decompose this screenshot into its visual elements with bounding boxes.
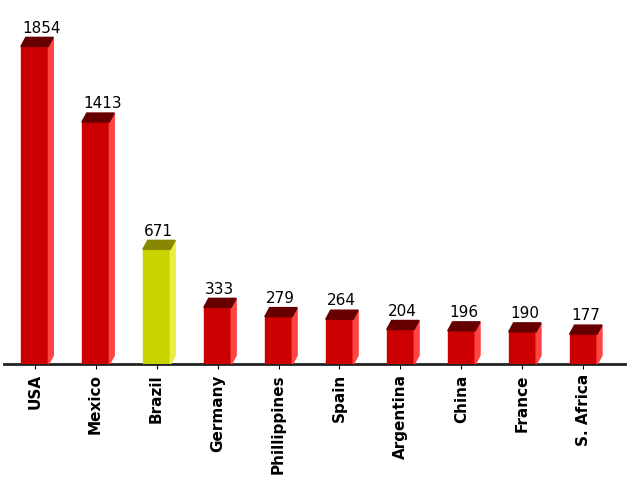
- Polygon shape: [48, 37, 53, 365]
- Bar: [326, 319, 353, 365]
- Bar: [448, 331, 475, 365]
- Polygon shape: [231, 298, 236, 365]
- Polygon shape: [21, 37, 53, 46]
- Polygon shape: [82, 113, 114, 122]
- Text: 177: 177: [571, 308, 599, 324]
- Bar: [204, 307, 231, 365]
- Polygon shape: [414, 320, 419, 365]
- Polygon shape: [475, 322, 480, 365]
- Text: 190: 190: [510, 306, 539, 321]
- Polygon shape: [387, 320, 419, 329]
- Polygon shape: [109, 113, 114, 365]
- Text: 196: 196: [449, 305, 478, 320]
- Polygon shape: [204, 298, 236, 307]
- Polygon shape: [509, 323, 541, 332]
- Polygon shape: [536, 323, 541, 365]
- Polygon shape: [170, 240, 175, 365]
- Bar: [143, 250, 170, 365]
- Bar: [265, 316, 292, 365]
- Text: 264: 264: [327, 293, 356, 308]
- Bar: [82, 122, 109, 365]
- Polygon shape: [292, 308, 297, 365]
- Polygon shape: [597, 325, 602, 365]
- Bar: [387, 329, 414, 365]
- Bar: [570, 334, 597, 365]
- Polygon shape: [570, 325, 602, 334]
- Text: 204: 204: [388, 304, 417, 319]
- Polygon shape: [326, 310, 358, 319]
- Polygon shape: [265, 308, 297, 316]
- Bar: [21, 46, 48, 365]
- Polygon shape: [448, 322, 480, 331]
- Polygon shape: [143, 240, 175, 250]
- Bar: [509, 332, 536, 365]
- Text: 671: 671: [144, 224, 173, 239]
- Text: 1854: 1854: [22, 21, 60, 36]
- Text: 1413: 1413: [83, 97, 122, 111]
- Text: 333: 333: [205, 282, 235, 297]
- Polygon shape: [353, 310, 358, 365]
- Text: 279: 279: [266, 291, 295, 306]
